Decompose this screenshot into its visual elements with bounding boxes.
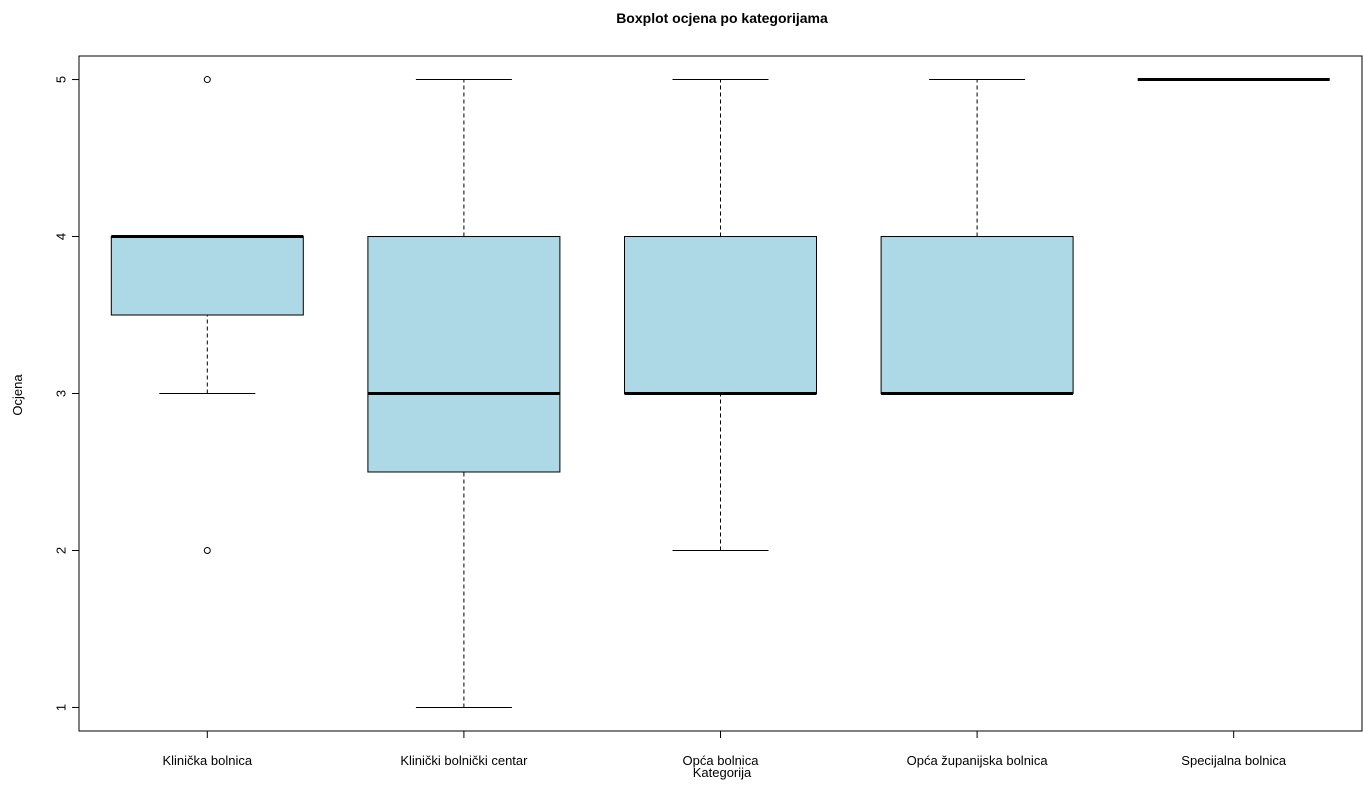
chart-title: Boxplot ocjena po kategorijama — [616, 10, 828, 26]
y-tick-label: 5 — [53, 76, 68, 83]
outlier-point — [203, 76, 211, 84]
outlier-point — [203, 546, 211, 554]
x-tick-label: Opća bolnica — [683, 753, 760, 768]
x-tick-label: Opća županijska bolnica — [907, 753, 1049, 768]
y-tick-label: 4 — [53, 233, 68, 240]
y-tick-label: 2 — [53, 547, 68, 554]
iqr-box — [880, 236, 1074, 394]
y-axis-label: Ocjena — [10, 374, 25, 416]
y-tick-label: 1 — [53, 704, 68, 711]
iqr-box — [624, 236, 817, 394]
x-axis-label: Kategorija — [693, 765, 752, 780]
x-tick-label: Klinički bolnički centar — [400, 753, 528, 768]
plot-marks: 1 2 3 4 5 Klinička bolnica Klinički bolnički c… — [53, 76, 1330, 768]
iqr-box — [110, 236, 304, 316]
x-tick-label: Specijalna bolnica — [1181, 753, 1287, 768]
x-tick-label: Klinička bolnica — [162, 753, 252, 768]
iqr-box — [367, 236, 561, 473]
y-tick-label: 3 — [53, 390, 68, 397]
